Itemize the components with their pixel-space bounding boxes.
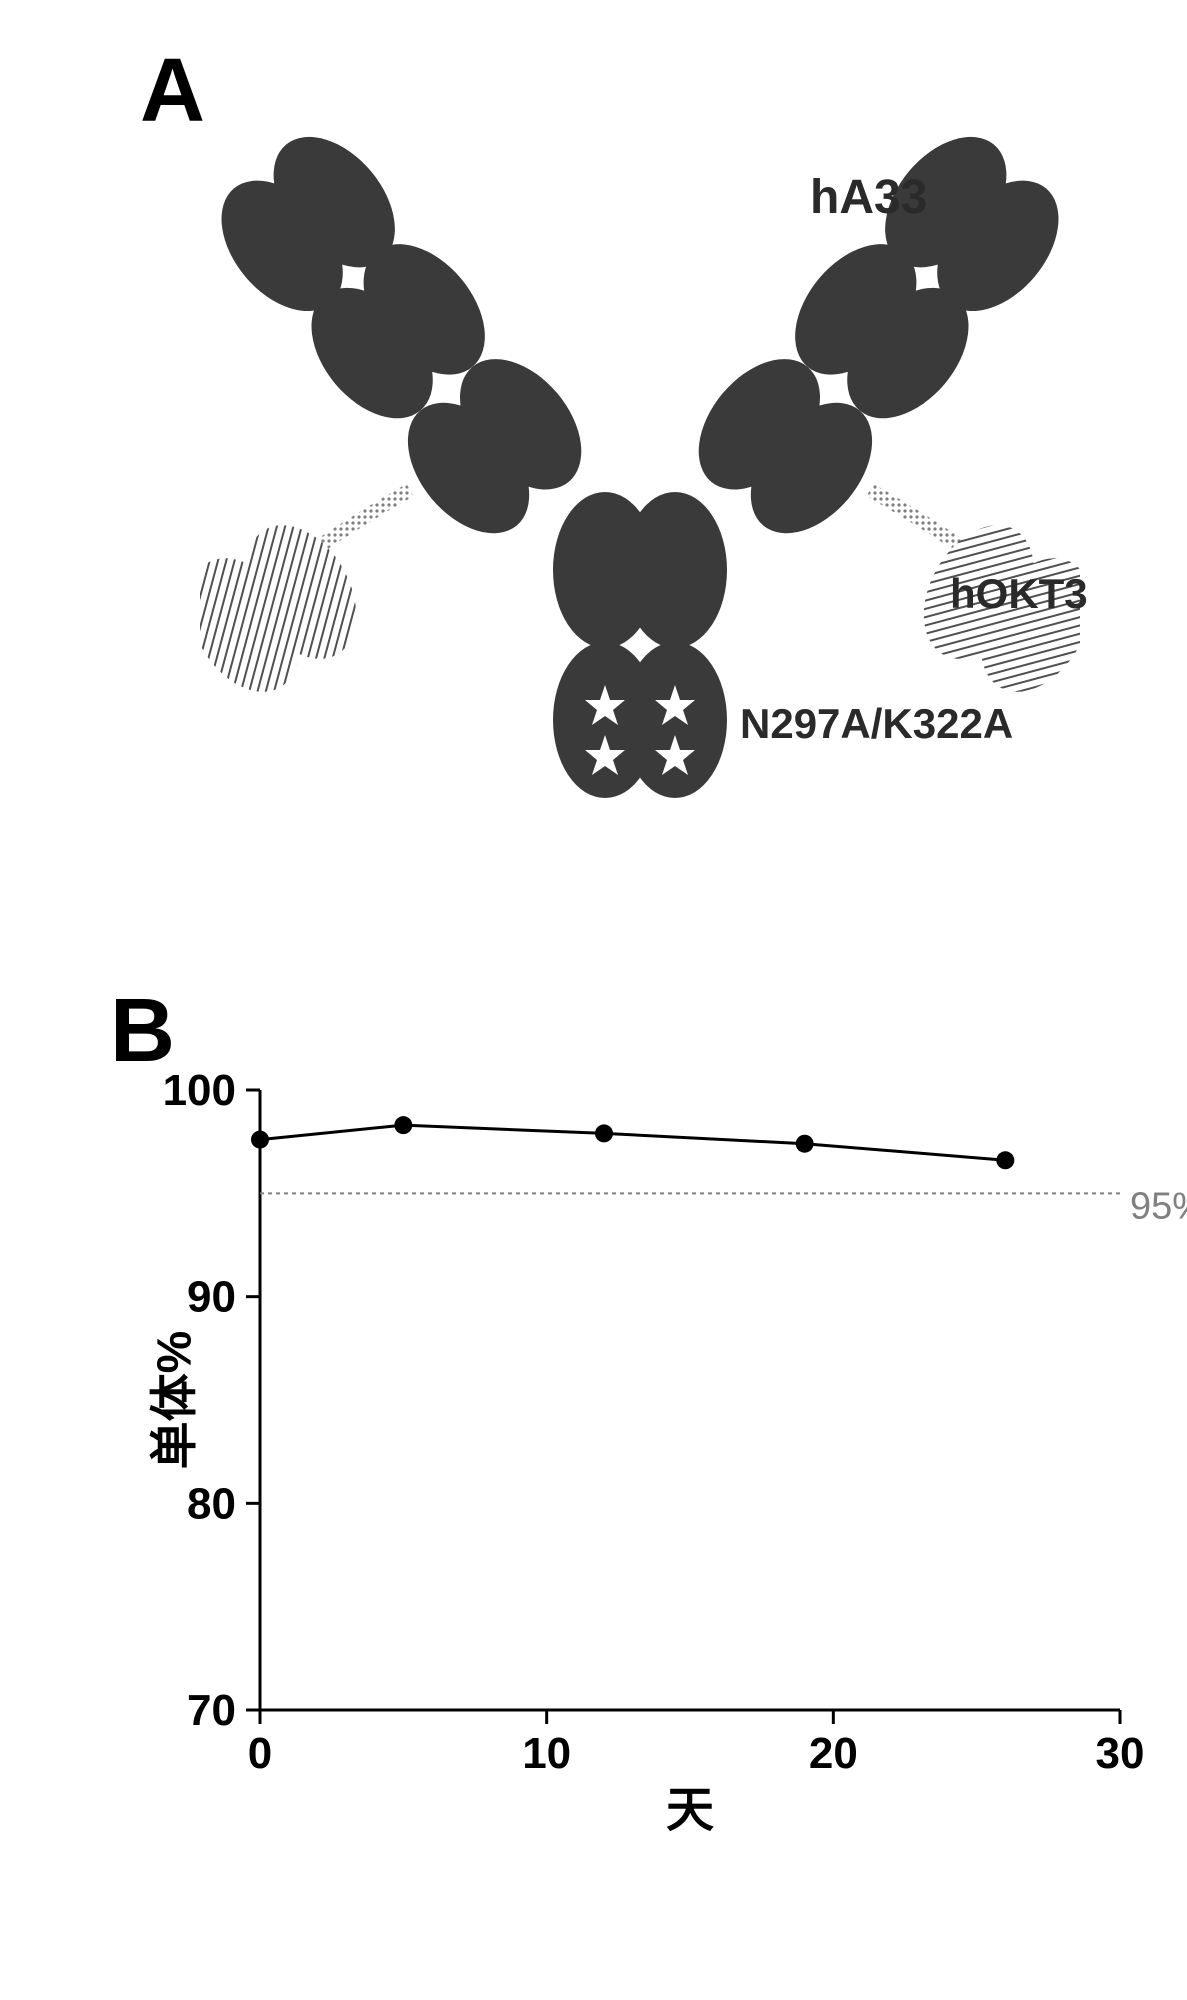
x-axis-title: 天	[666, 1770, 714, 1840]
line-chart: 708090100010203095%	[260, 1090, 1120, 1710]
panel-a: A	[80, 40, 1107, 900]
figure-container: A	[0, 0, 1187, 2000]
svg-text:80: 80	[187, 1479, 236, 1528]
svg-text:0: 0	[248, 1729, 272, 1778]
svg-text:100: 100	[163, 1066, 236, 1115]
fc-stem	[553, 492, 727, 798]
panel-a-label: A	[140, 40, 205, 143]
svg-text:30: 30	[1096, 1729, 1145, 1778]
label-hokt3: hOKT3	[950, 570, 1088, 618]
y-axis-title: 单体%	[134, 1331, 204, 1470]
svg-text:95%: 95%	[1130, 1185, 1187, 1227]
svg-text:10: 10	[522, 1729, 571, 1778]
scfv-left	[200, 506, 379, 712]
label-ha33: hA33	[810, 170, 927, 225]
svg-text:20: 20	[809, 1729, 858, 1778]
svg-text:70: 70	[187, 1686, 236, 1735]
chart-area: 单体% 天 708090100010203095%	[260, 1090, 1120, 1710]
antibody-diagram	[200, 100, 1080, 900]
panel-b: B 单体% 天 708090100010203095%	[80, 980, 1107, 1880]
svg-text:90: 90	[187, 1273, 236, 1322]
label-mutations: N297A/K322A	[740, 700, 1013, 748]
